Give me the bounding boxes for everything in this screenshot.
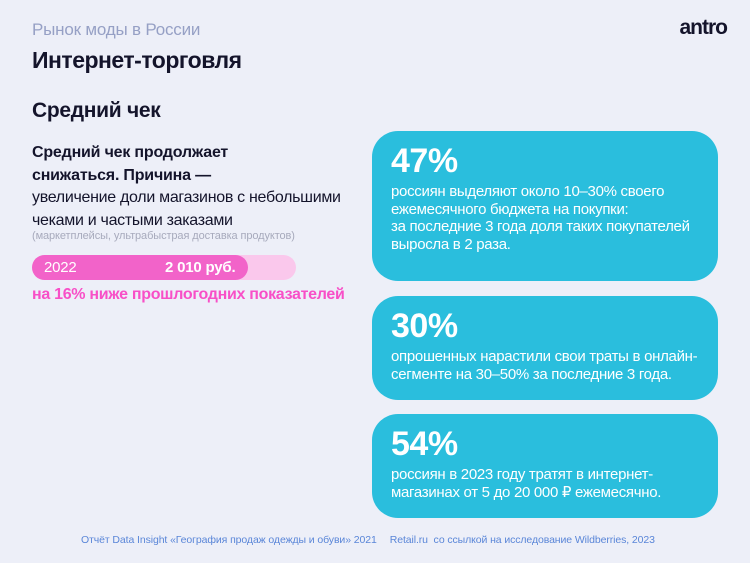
stat-card-54: 54% россиян в 2023 году тратят в интерне… [372,414,718,518]
decline-note: на 16% ниже прошлогодних показателей [32,286,345,303]
stat-value: 30% [391,307,458,345]
bar-year-label: 2022 [44,259,77,276]
bar-value-label: 2 010 руб. [165,259,236,276]
caption-text: (маркетплейсы, ультрабыстрая доставка пр… [32,230,295,242]
breadcrumb-eyebrow: Рынок моды в России [32,20,201,39]
sources-footer: Отчёт Data Insight «География продаж оде… [81,534,655,547]
stat-card-47: 47% россиян выделяют около 10–30% своего… [372,131,718,281]
antro-logo: antro [679,16,728,39]
lead-bold-text: Средний чек продолжает снижаться. Причин… [32,144,229,184]
stat-card-30: 30% опрошенных нарастили свои траты в он… [372,296,718,400]
lead-regular-text: увеличение доли магазинов с небольшими ч… [32,189,341,229]
source-data-insight: Отчёт Data Insight «География продаж оде… [81,534,377,546]
section-title: Средний чек [32,99,161,122]
stat-description: опрошенных нарастили свои траты в онлайн… [391,348,698,383]
stat-value: 54% [391,425,458,463]
source-retail-ru: Retail.ru со ссылкой на исследование Wil… [389,534,655,546]
stat-description: россиян выделяют около 10–30% своего еже… [391,183,690,253]
stat-description: россиян в 2023 году тратят в интернет- м… [391,466,662,501]
page-title: Интернет-торговля [32,47,242,73]
stat-value: 47% [391,142,458,180]
average-check-bar-fill: 2022 2 010 руб. [32,255,249,280]
average-check-bar-track: 2022 2 010 руб. [32,255,296,280]
